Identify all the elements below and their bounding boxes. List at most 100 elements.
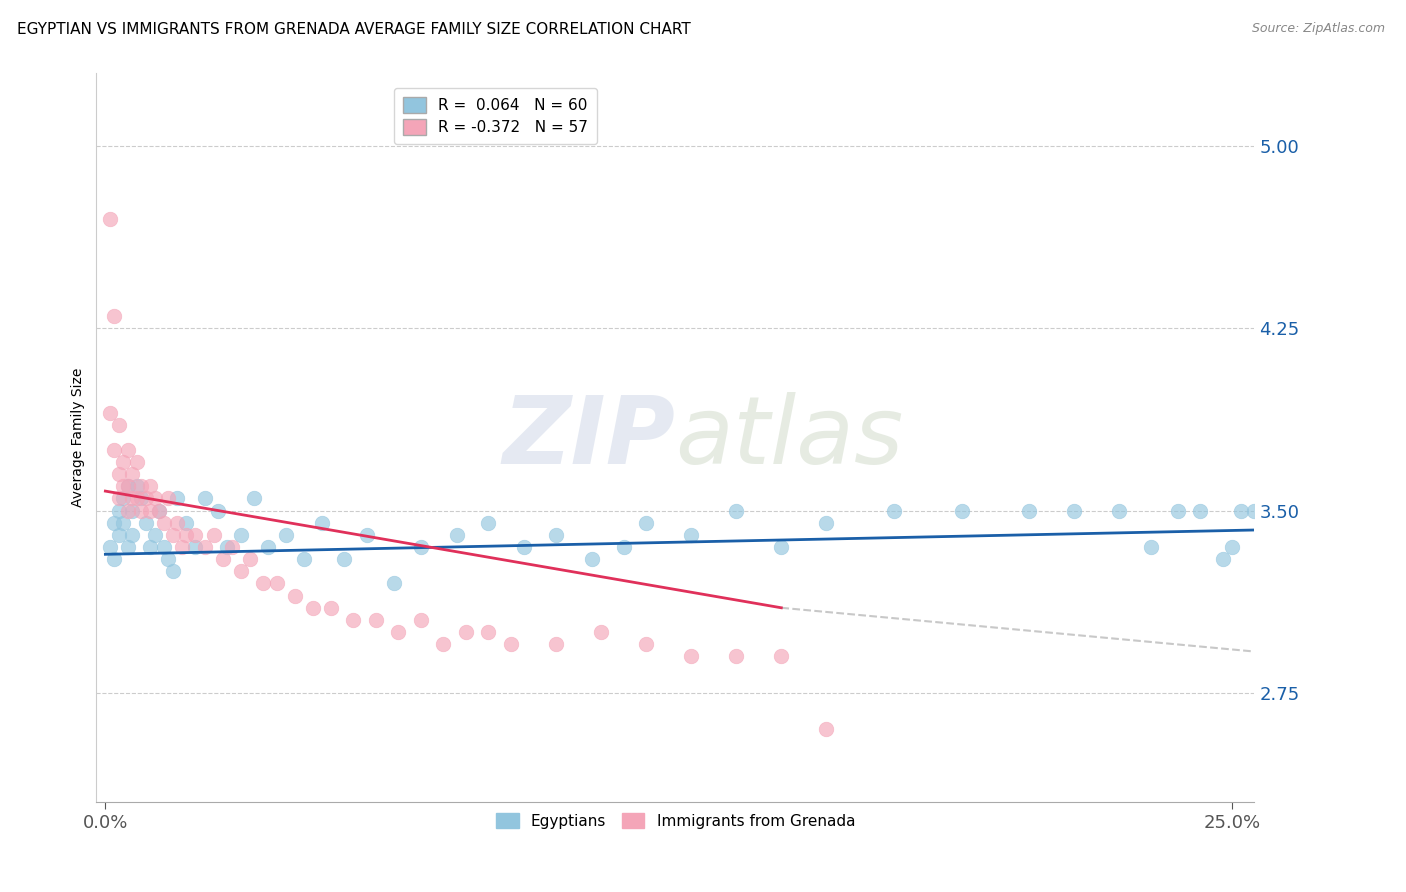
Text: Source: ZipAtlas.com: Source: ZipAtlas.com	[1251, 22, 1385, 36]
Point	[432, 637, 454, 651]
Point	[139, 540, 162, 554]
Point	[477, 625, 499, 640]
Point	[681, 528, 703, 542]
Point	[477, 516, 499, 530]
Point	[139, 479, 162, 493]
Point	[153, 540, 176, 554]
Point	[581, 552, 603, 566]
Point	[103, 516, 125, 530]
Point	[108, 491, 131, 506]
Point	[139, 503, 162, 517]
Point	[135, 516, 157, 530]
Point	[1257, 516, 1279, 530]
Point	[454, 625, 477, 640]
Point	[409, 613, 432, 627]
Point	[143, 491, 166, 506]
Point	[1108, 503, 1130, 517]
Text: ZIP: ZIP	[502, 392, 675, 483]
Point	[135, 491, 157, 506]
Point	[117, 442, 139, 457]
Point	[166, 516, 188, 530]
Point	[770, 540, 793, 554]
Point	[143, 528, 166, 542]
Point	[112, 491, 135, 506]
Point	[108, 418, 131, 433]
Point	[815, 723, 838, 737]
Point	[1167, 503, 1189, 517]
Point	[266, 576, 288, 591]
Point	[103, 442, 125, 457]
Point	[725, 649, 748, 664]
Legend: Egyptians, Immigrants from Grenada: Egyptians, Immigrants from Grenada	[489, 806, 862, 835]
Point	[333, 552, 356, 566]
Point	[117, 540, 139, 554]
Text: EGYPTIAN VS IMMIGRANTS FROM GRENADA AVERAGE FAMILY SIZE CORRELATION CHART: EGYPTIAN VS IMMIGRANTS FROM GRENADA AVER…	[17, 22, 690, 37]
Point	[108, 528, 131, 542]
Point	[166, 491, 188, 506]
Point	[229, 564, 252, 578]
Point	[221, 540, 243, 554]
Point	[176, 528, 198, 542]
Point	[121, 467, 143, 481]
Point	[125, 491, 148, 506]
Point	[193, 540, 215, 554]
Point	[950, 503, 973, 517]
Point	[121, 528, 143, 542]
Point	[513, 540, 536, 554]
Point	[211, 552, 233, 566]
Point	[112, 455, 135, 469]
Point	[193, 491, 215, 506]
Point	[1063, 503, 1085, 517]
Point	[202, 528, 225, 542]
Point	[153, 516, 176, 530]
Point	[274, 528, 297, 542]
Point	[131, 491, 153, 506]
Point	[1140, 540, 1163, 554]
Point	[301, 600, 323, 615]
Point	[117, 479, 139, 493]
Point	[117, 479, 139, 493]
Point	[131, 479, 153, 493]
Point	[284, 589, 307, 603]
Point	[544, 637, 567, 651]
Point	[382, 576, 405, 591]
Point	[170, 540, 193, 554]
Point	[98, 406, 121, 420]
Point	[591, 625, 613, 640]
Point	[243, 491, 266, 506]
Y-axis label: Average Family Size: Average Family Size	[72, 368, 86, 508]
Point	[409, 540, 432, 554]
Point	[1212, 552, 1234, 566]
Point	[229, 528, 252, 542]
Point	[1230, 503, 1253, 517]
Point	[157, 552, 180, 566]
Point	[176, 516, 198, 530]
Point	[108, 467, 131, 481]
Point	[1243, 503, 1265, 517]
Point	[121, 491, 143, 506]
Point	[148, 503, 170, 517]
Point	[184, 528, 207, 542]
Point	[636, 637, 658, 651]
Point	[681, 649, 703, 664]
Point	[112, 479, 135, 493]
Point	[256, 540, 278, 554]
Point	[725, 503, 748, 517]
Point	[770, 649, 793, 664]
Point	[215, 540, 238, 554]
Point	[815, 516, 838, 530]
Point	[184, 540, 207, 554]
Point	[356, 528, 378, 542]
Point	[1189, 503, 1212, 517]
Point	[148, 503, 170, 517]
Point	[636, 516, 658, 530]
Point	[1220, 540, 1243, 554]
Point	[995, 820, 1018, 834]
Point	[1018, 503, 1040, 517]
Point	[239, 552, 262, 566]
Point	[98, 540, 121, 554]
Point	[364, 613, 387, 627]
Point	[157, 491, 180, 506]
Point	[125, 455, 148, 469]
Point	[499, 637, 522, 651]
